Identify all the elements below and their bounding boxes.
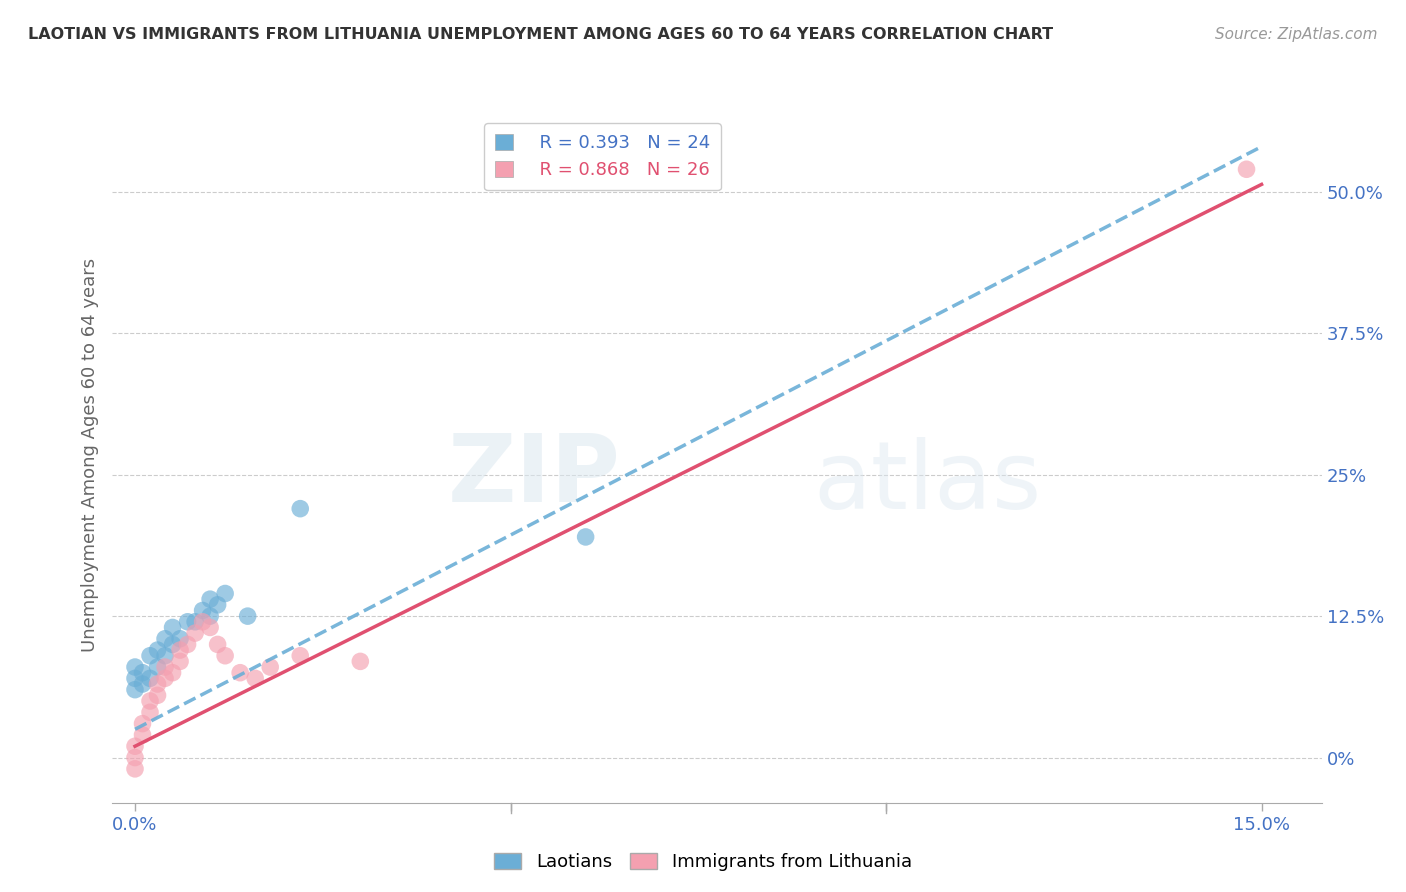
Point [214,648,236,663]
Point [131,716,153,731]
Point [139,694,162,708]
Point [207,598,229,612]
Point [146,643,169,657]
Point [124,671,146,685]
Y-axis label: Unemployment Among Ages 60 to 64 years: Unemployment Among Ages 60 to 64 years [80,258,98,652]
Point [153,632,176,646]
Point [124,762,146,776]
Point [198,592,221,607]
Point [198,620,221,634]
Point [124,660,146,674]
Point [184,615,207,629]
Point [169,643,191,657]
Point [139,671,162,685]
Point [153,660,176,674]
Point [198,609,221,624]
Text: LAOTIAN VS IMMIGRANTS FROM LITHUANIA UNEMPLOYMENT AMONG AGES 60 TO 64 YEARS CORR: LAOTIAN VS IMMIGRANTS FROM LITHUANIA UNE… [28,27,1053,42]
Point [290,648,312,663]
Point [124,750,146,764]
Point [191,603,214,617]
Point [191,615,214,629]
Point [162,637,184,651]
Point [146,689,169,703]
Point [349,654,371,668]
Point [153,648,176,663]
Point [169,632,191,646]
Point [124,739,146,754]
Legend:   R = 0.393   N = 24,   R = 0.868   N = 26: R = 0.393 N = 24, R = 0.868 N = 26 [484,123,721,190]
Point [1236,162,1258,177]
Point [153,671,176,685]
Point [214,586,236,600]
Point [124,682,146,697]
Point [131,665,153,680]
Point [243,671,266,685]
Point [146,677,169,691]
Point [131,728,153,742]
Point [575,530,598,544]
Text: atlas: atlas [814,437,1042,529]
Point [176,637,198,651]
Point [162,620,184,634]
Point [290,501,312,516]
Point [207,637,229,651]
Point [184,626,207,640]
Point [236,609,259,624]
Point [139,706,162,720]
Text: Source: ZipAtlas.com: Source: ZipAtlas.com [1215,27,1378,42]
Point [131,677,153,691]
Point [146,660,169,674]
Point [139,648,162,663]
Text: ZIP: ZIP [447,430,620,522]
Legend: Laotians, Immigrants from Lithuania: Laotians, Immigrants from Lithuania [486,846,920,879]
Point [229,665,252,680]
Point [176,615,198,629]
Point [169,654,191,668]
Point [162,665,184,680]
Point [259,660,281,674]
